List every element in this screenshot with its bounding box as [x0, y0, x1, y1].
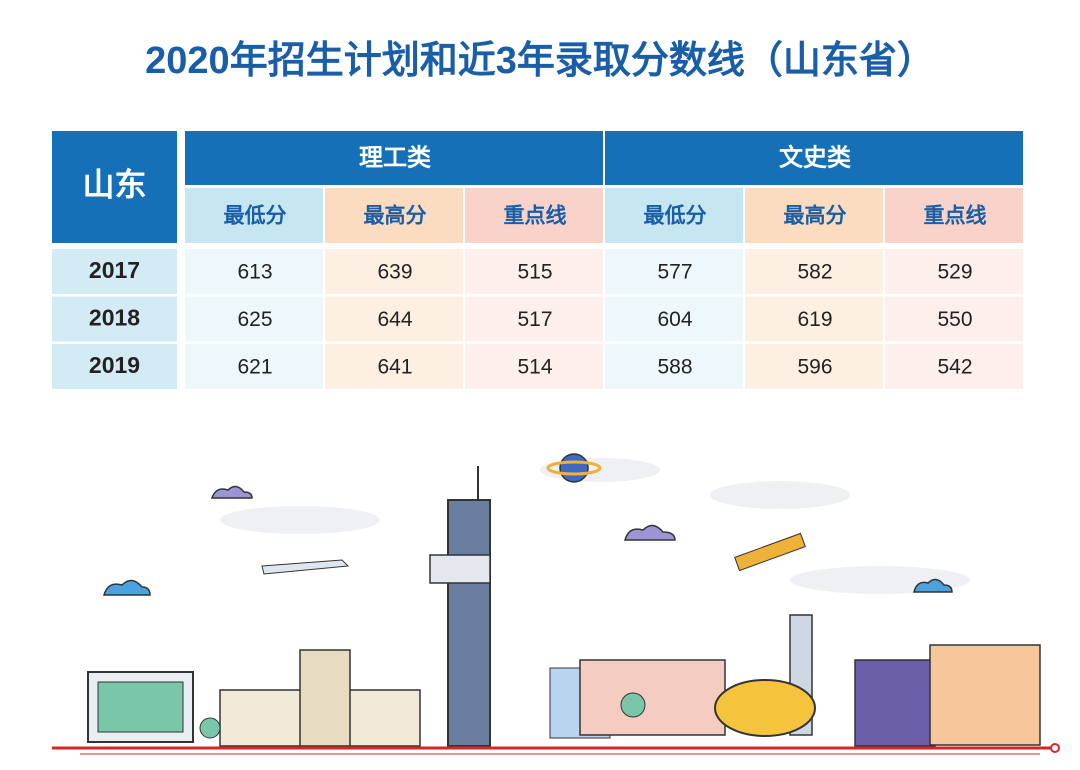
score-value: 514: [517, 356, 552, 379]
campus-illustration: [52, 453, 1060, 755]
column-header: [465, 188, 603, 243]
score-cell: [465, 344, 603, 389]
year-label: 2018: [89, 305, 140, 331]
score-value: 515: [517, 261, 552, 284]
column-header: [885, 188, 1023, 243]
group-label: 文史类: [779, 143, 852, 171]
year-cell: [52, 296, 177, 342]
score-cell: [185, 249, 323, 294]
score-cell: [185, 344, 323, 389]
year-cell: [52, 344, 177, 389]
group-label: 理工类: [359, 144, 432, 171]
year-label: 2017: [89, 257, 140, 283]
score-value: 582: [797, 261, 832, 284]
score-value: 639: [377, 261, 412, 284]
score-value: 604: [657, 308, 692, 331]
column-label: 重点线: [504, 204, 567, 228]
column-header: [605, 188, 743, 243]
score-cell: [605, 296, 743, 342]
score-cell: [465, 296, 603, 342]
column-label: 最高分: [784, 204, 847, 228]
score-value: 529: [937, 261, 972, 284]
year-cell: [52, 249, 177, 294]
column-header: [325, 188, 463, 243]
column-label: 最低分: [224, 204, 287, 228]
score-cell: [745, 296, 883, 342]
score-cell: [745, 249, 883, 294]
score-value: 641: [377, 356, 412, 379]
score-value: 542: [937, 356, 972, 379]
score-cell: [605, 344, 743, 389]
column-label: 最低分: [644, 204, 707, 228]
score-value: 644: [377, 308, 412, 331]
score-cell: [885, 296, 1023, 342]
group-header: [185, 131, 603, 185]
score-cell: [465, 249, 603, 294]
score-cell: [325, 344, 463, 389]
score-cell: [885, 344, 1023, 389]
score-value: 550: [937, 308, 972, 331]
group-header: [605, 131, 1023, 185]
score-cell: [745, 344, 883, 389]
score-value: 596: [797, 356, 832, 379]
column-header: [185, 188, 323, 243]
column-label: 最高分: [364, 204, 427, 228]
province-cell: [52, 131, 177, 243]
year-label: 2019: [89, 352, 140, 378]
score-value: 625: [237, 308, 272, 331]
score-value: 588: [657, 356, 692, 379]
page-title: 2020年招生计划和近3年录取分数线（山东省）: [145, 40, 935, 82]
score-value: 613: [237, 261, 272, 284]
score-cell: [885, 249, 1023, 294]
score-cell: [325, 296, 463, 342]
column-label: 重点线: [924, 204, 987, 228]
score-value: 621: [237, 356, 272, 379]
score-value: 517: [517, 308, 552, 331]
score-cell: [185, 296, 323, 342]
score-cell: [325, 249, 463, 294]
column-header: [745, 188, 883, 243]
score-value: 619: [797, 308, 832, 331]
score-cell: [605, 249, 743, 294]
province-label: 山东: [82, 166, 146, 202]
score-value: 577: [657, 261, 692, 284]
